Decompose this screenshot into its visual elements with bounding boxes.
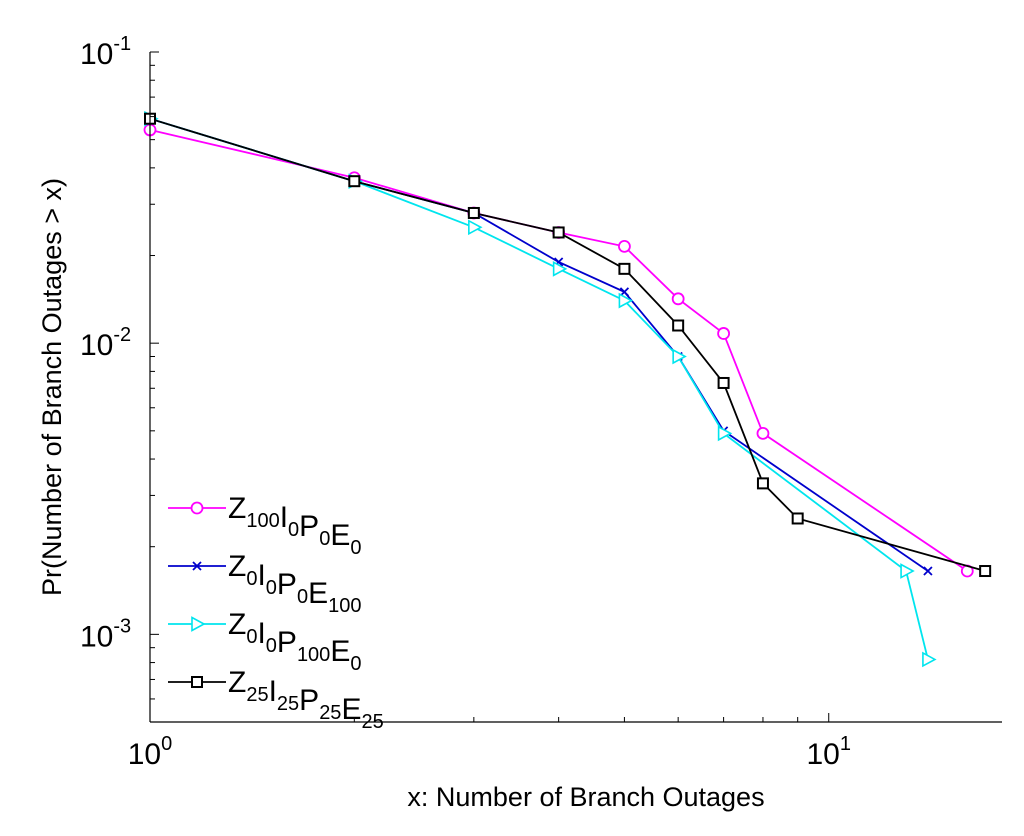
y-tick-exponent: -2 (113, 324, 131, 346)
y-tick-base: 10 (80, 38, 113, 71)
marker-triangle-right-point (922, 651, 937, 668)
marker-triangle-right-point (672, 348, 687, 365)
marker-circle-point (717, 327, 730, 340)
marker-square-legend (191, 676, 203, 688)
series-line-1 (149, 117, 929, 572)
legend-label: Z0I0P0E100 (228, 550, 361, 617)
marker-square-point (348, 175, 361, 188)
legend-entry-3: Z25I25P25E25 (168, 666, 384, 733)
legend-label-subscript: 0 (297, 586, 308, 608)
legend-label-symbol: I (280, 501, 288, 534)
y-tick-base: 10 (80, 620, 113, 653)
legend-entry-2: Z0I0P100E0 (168, 608, 361, 675)
legend-label-subscript: 0 (350, 653, 361, 675)
x-tick-base: 10 (806, 738, 839, 771)
marker-square-point (672, 319, 685, 332)
x-tick-label: 100 (128, 733, 173, 771)
legend-label: Z0I0P100E0 (228, 608, 361, 675)
series-1 (145, 114, 933, 576)
marker-square-point (756, 477, 769, 490)
x-axis-label: x: Number of Branch Outages (407, 782, 764, 812)
marker-circle-point (756, 426, 770, 440)
legend-label-symbol: Z (228, 608, 246, 641)
legend-label-subscript: 0 (246, 626, 257, 648)
series-3 (144, 112, 992, 578)
legend-label-symbol: I (269, 675, 277, 708)
series-layer (143, 110, 992, 668)
y-axis-ticks: 10-110-210-3 (80, 33, 159, 723)
marker-triangle-right-point (900, 563, 915, 579)
series-line-0 (149, 129, 968, 572)
y-tick-exponent: -1 (113, 33, 131, 55)
legend-label-symbol: Z (228, 492, 246, 525)
legend-label-subscript: 0 (246, 568, 257, 590)
marker-triangle-right-point (618, 292, 634, 309)
legend-label: Z100I0P0E0 (228, 492, 361, 559)
marker-square-point (979, 565, 992, 578)
legend-label-symbol: P (299, 684, 319, 717)
legend-label-symbol: I (257, 559, 265, 592)
legend-label-symbol: I (257, 617, 265, 650)
marker-circle-point (618, 239, 631, 253)
marker-triangle-right-point (552, 261, 568, 277)
x-tick-exponent: 1 (840, 733, 851, 755)
legend-label-symbol: E (308, 577, 328, 610)
marker-triangle-right-legend (191, 616, 206, 632)
legend-label-symbol: E (330, 635, 350, 668)
legend-label-symbol: E (330, 519, 350, 552)
marker-square-point (467, 206, 480, 219)
marker-square-point (717, 376, 730, 389)
legend-label-symbol: E (341, 693, 361, 726)
x-tick-base: 10 (128, 738, 161, 771)
y-tick-base: 10 (80, 329, 113, 362)
marker-x-legend (192, 561, 202, 571)
legend-label: Z25I25P25E25 (228, 666, 384, 733)
legend-label-subscript: 0 (288, 519, 299, 541)
marker-triangle-right-point (468, 219, 483, 236)
legend-label-symbol: Z (228, 666, 246, 699)
legend-label-subscript: 25 (246, 684, 268, 706)
legend-entry-0: Z100I0P0E0 (168, 492, 361, 559)
legend-label-subscript: 100 (328, 595, 361, 617)
legend-label-subscript: 0 (350, 537, 361, 559)
legend-entry-1: Z0I0P0E100 (168, 550, 361, 617)
series-line-3 (149, 117, 986, 572)
series-0 (143, 123, 974, 578)
legend-label-symbol: Z (228, 550, 246, 583)
marker-circle-point (671, 292, 685, 306)
legend-label-subscript: 100 (246, 510, 279, 532)
y-tick-label: 10-2 (80, 324, 131, 362)
x-tick-label: 101 (806, 733, 851, 771)
legend-label-subscript: 25 (319, 702, 341, 724)
legend: Z100I0P0E0Z0I0P0E100Z0I0P100E0Z25I25P25E… (168, 492, 384, 733)
legend-label-subscript: 100 (297, 644, 330, 666)
marker-circle-legend (190, 501, 204, 515)
axes: 100 101 10-110-210-3 (80, 33, 1002, 771)
legend-label-symbol: P (277, 626, 297, 659)
legend-label-subscript: 0 (266, 577, 277, 599)
x-tick-exponent: 0 (161, 733, 172, 755)
marker-square-point (791, 512, 804, 525)
legend-label-subscript: 0 (319, 528, 330, 550)
y-tick-exponent: -3 (113, 615, 131, 637)
y-tick-label: 10-1 (80, 33, 131, 71)
x-axis-ticks: 100 101 (128, 713, 851, 771)
legend-label-subscript: 0 (266, 635, 277, 657)
marker-x-point (923, 566, 933, 576)
marker-square-point (552, 226, 565, 239)
legend-label-symbol: P (299, 510, 319, 543)
y-tick-label: 10-3 (80, 615, 131, 653)
marker-square-point (618, 262, 631, 275)
y-axis-label: Pr(Number of Branch Outages > x) (37, 178, 67, 596)
marker-triangle-right-point (717, 425, 733, 442)
legend-label-subscript: 25 (277, 693, 299, 715)
legend-label-symbol: P (277, 568, 297, 601)
